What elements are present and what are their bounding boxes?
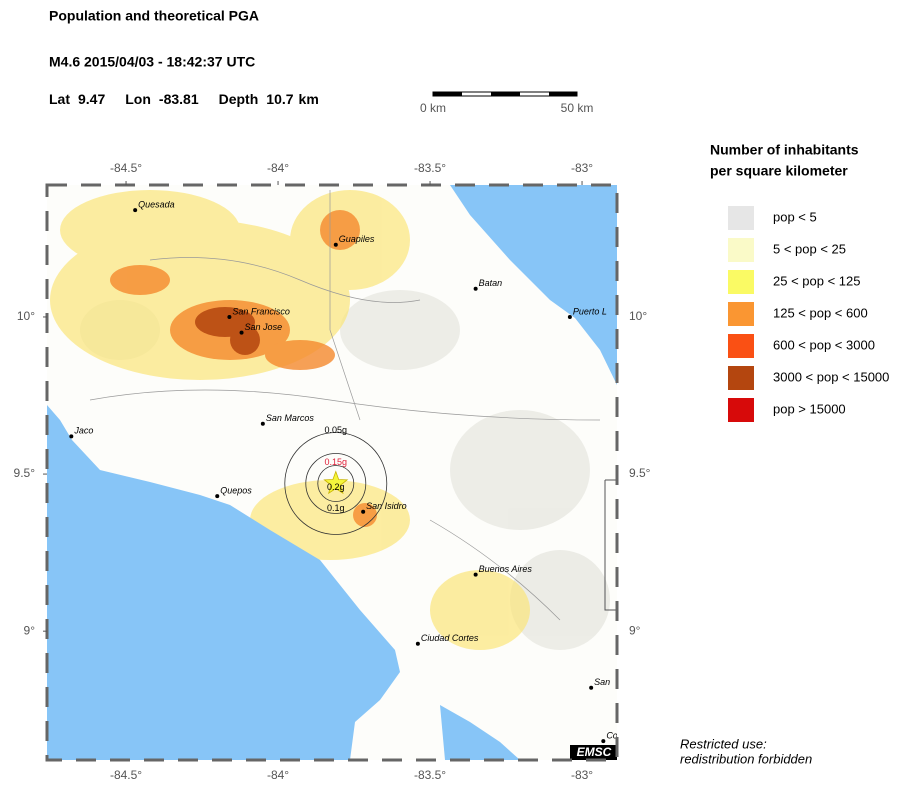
note: redistribution forbidden [680,751,812,766]
city-label: Co [606,731,618,741]
title: Population and theoretical PGA [49,8,259,24]
city-label: San Isidro [366,501,407,511]
y-tick-label: 9° [24,623,36,637]
x-tick-label: -84° [267,161,289,175]
city-label: Guapiles [339,234,375,244]
location-label: Lat [49,91,70,107]
map-frame [45,183,619,762]
pga-label: 0.2g [327,482,345,492]
location-label: Depth [219,91,259,107]
city-marker [415,641,420,646]
city-marker [69,434,74,439]
city-label: Quesada [138,200,175,210]
city-marker [239,330,244,335]
legend-swatch [728,270,754,294]
city-marker [601,739,606,744]
legend-label: 3000 < pop < 15000 [773,369,889,384]
y-tick-label: 9.5° [629,466,651,480]
scale-bar [432,91,578,97]
city-marker [589,685,594,690]
scale-label: 0 km [420,101,446,115]
note: Restricted use: [680,736,767,751]
location-value: -83.81 [159,91,199,107]
y-tick-label: 9.5° [14,466,36,480]
city-label: Jaco [73,426,93,436]
scale-label: 50 km [561,101,594,115]
legend-label: 125 < pop < 600 [773,305,868,320]
legend-swatch [728,366,754,390]
city-label: Quepos [220,485,252,495]
map-area: Quesada Guapiles Batan Puerto L San Francisc… [47,185,618,760]
legend-label: pop < 5 [773,209,817,224]
epicenter [323,470,349,495]
location: Lat 9.47 Lon -83.81 Depth 10.7 km [49,91,319,107]
y-tick-label: 10° [17,309,35,323]
city-marker [333,242,338,247]
location-value: 9.47 [78,91,105,107]
city-marker [361,509,366,514]
legend-label: 25 < pop < 125 [773,273,860,288]
x-tick-label: -83° [571,768,593,782]
x-tick-label: -84.5° [110,768,142,782]
x-tick-label: -84.5° [110,161,142,175]
location-unit: km [299,91,319,107]
city-label: San [594,677,610,687]
pga-ring [284,432,388,535]
city-marker [473,572,478,577]
city-label: San Francisco [232,306,290,316]
city-marker [133,208,138,213]
city-marker [260,421,265,426]
legend-swatch [728,206,754,230]
city-marker [215,494,220,499]
pga-ring [317,465,355,502]
city-label: Buenos Aires [479,564,533,574]
legend-title: Number of inhabitants [710,142,859,158]
legend-swatch [728,334,754,358]
legend-label: pop > 15000 [773,401,846,416]
y-tick-label: 10° [629,309,647,323]
city-marker [473,286,478,291]
legend-swatch [728,238,754,262]
legend-swatch [728,398,754,422]
pga-ring [305,453,367,514]
pga-label: 0.15g [325,457,348,467]
pga-label: 0.05g [325,425,348,435]
location-label: Lon [125,91,151,107]
legend-swatch [728,302,754,326]
city-label: Batan [479,278,503,288]
legend-label: 5 < pop < 25 [773,241,846,256]
attribution: EMSC [577,745,612,759]
city-marker [567,314,572,319]
pga-label: 0.1g [327,503,345,513]
y-tick-label: 9° [629,623,641,637]
city-label: San Marcos [266,413,315,423]
city-label: San Jose [245,322,283,332]
x-tick-label: -83° [571,161,593,175]
x-tick-label: -84° [267,768,289,782]
location-value: 10.7 [266,91,293,107]
city-marker [227,314,232,319]
city-label: Ciudad Cortes [421,633,479,643]
x-tick-label: -83.5° [414,768,446,782]
city-label: Puerto L [573,306,607,316]
legend-title: per square kilometer [710,163,848,179]
legend-label: 600 < pop < 3000 [773,337,875,352]
event: M4.6 2015/04/03 - 18:42:37 UTC [49,54,255,70]
x-tick-label: -83.5° [414,161,446,175]
